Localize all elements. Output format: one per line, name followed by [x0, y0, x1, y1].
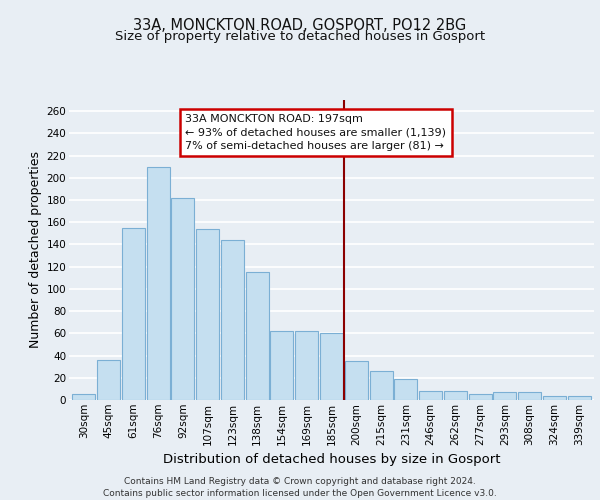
- Bar: [543, 396, 566, 400]
- Text: 33A MONCKTON ROAD: 197sqm
← 93% of detached houses are smaller (1,139)
7% of sem: 33A MONCKTON ROAD: 197sqm ← 93% of detac…: [185, 114, 446, 151]
- Bar: [345, 361, 368, 400]
- Bar: [295, 331, 318, 400]
- Bar: [370, 371, 392, 400]
- Y-axis label: Number of detached properties: Number of detached properties: [29, 152, 43, 348]
- Bar: [245, 272, 269, 400]
- Bar: [493, 392, 517, 400]
- Text: 33A, MONCKTON ROAD, GOSPORT, PO12 2BG: 33A, MONCKTON ROAD, GOSPORT, PO12 2BG: [133, 18, 467, 32]
- Text: Size of property relative to detached houses in Gosport: Size of property relative to detached ho…: [115, 30, 485, 43]
- Bar: [419, 391, 442, 400]
- Bar: [97, 360, 120, 400]
- Bar: [172, 198, 194, 400]
- Bar: [320, 334, 343, 400]
- Bar: [73, 394, 95, 400]
- Bar: [469, 394, 491, 400]
- Bar: [568, 396, 590, 400]
- Bar: [146, 166, 170, 400]
- Bar: [196, 229, 219, 400]
- Bar: [122, 228, 145, 400]
- Bar: [444, 391, 467, 400]
- Bar: [394, 379, 418, 400]
- X-axis label: Distribution of detached houses by size in Gosport: Distribution of detached houses by size …: [163, 453, 500, 466]
- Bar: [221, 240, 244, 400]
- Bar: [518, 392, 541, 400]
- Text: Contains HM Land Registry data © Crown copyright and database right 2024.
Contai: Contains HM Land Registry data © Crown c…: [103, 476, 497, 498]
- Bar: [271, 331, 293, 400]
